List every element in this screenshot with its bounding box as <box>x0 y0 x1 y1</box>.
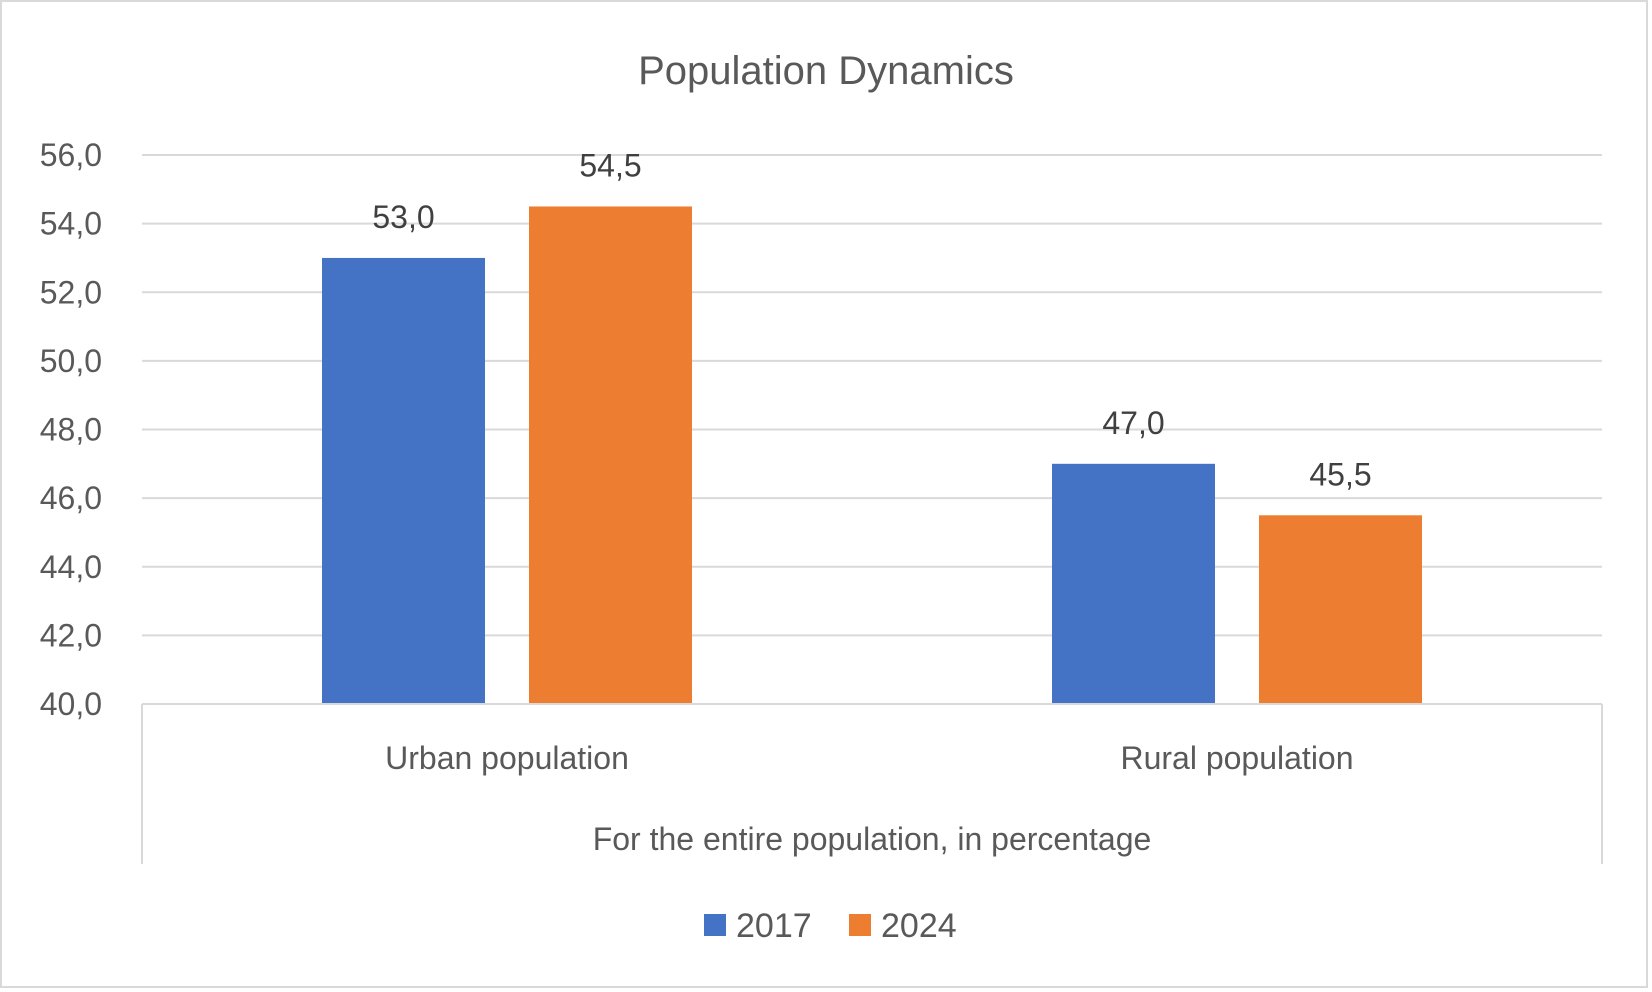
legend: 2017 2024 <box>704 907 957 945</box>
y-tick-label: 50,0 <box>40 343 102 379</box>
bars <box>322 206 1422 704</box>
y-tick-label: 42,0 <box>40 617 102 653</box>
chart-title: Population Dynamics <box>638 49 1014 93</box>
bar-2024-1 <box>1259 515 1422 704</box>
x-category-label: Rural population <box>1120 740 1353 776</box>
y-tick-label: 40,0 <box>40 686 102 722</box>
y-tick-label: 54,0 <box>40 206 102 242</box>
x-axis: Urban population Rural population For the … <box>141 703 1603 864</box>
x-group-label: For the entire population, in percentage <box>593 821 1152 857</box>
bar-2017-0 <box>322 257 485 704</box>
bar-2017-1 <box>1052 463 1215 704</box>
legend-swatch-2024 <box>849 914 871 936</box>
data-label: 45,5 <box>1309 456 1371 492</box>
y-tick-label: 56,0 <box>40 137 102 173</box>
x-category-label: Urban population <box>385 740 629 776</box>
data-label: 54,5 <box>579 147 641 183</box>
legend-label: 2024 <box>881 907 957 945</box>
data-label: 53,0 <box>372 199 434 235</box>
y-tick-label: 52,0 <box>40 274 102 310</box>
y-tick-label: 46,0 <box>40 480 102 516</box>
bar-2024-0 <box>529 206 692 704</box>
y-tick-label: 48,0 <box>40 412 102 448</box>
y-tick-label: 44,0 <box>40 549 102 585</box>
legend-swatch-2017 <box>704 914 726 936</box>
data-label: 47,0 <box>1102 405 1164 441</box>
y-axis-ticks: 40,0 42,0 44,0 46,0 48,0 50,0 52,0 54,0 56,0 <box>40 137 102 722</box>
data-labels: 53,0 54,5 47,0 45,5 <box>372 147 1371 492</box>
legend-label: 2017 <box>736 907 812 945</box>
